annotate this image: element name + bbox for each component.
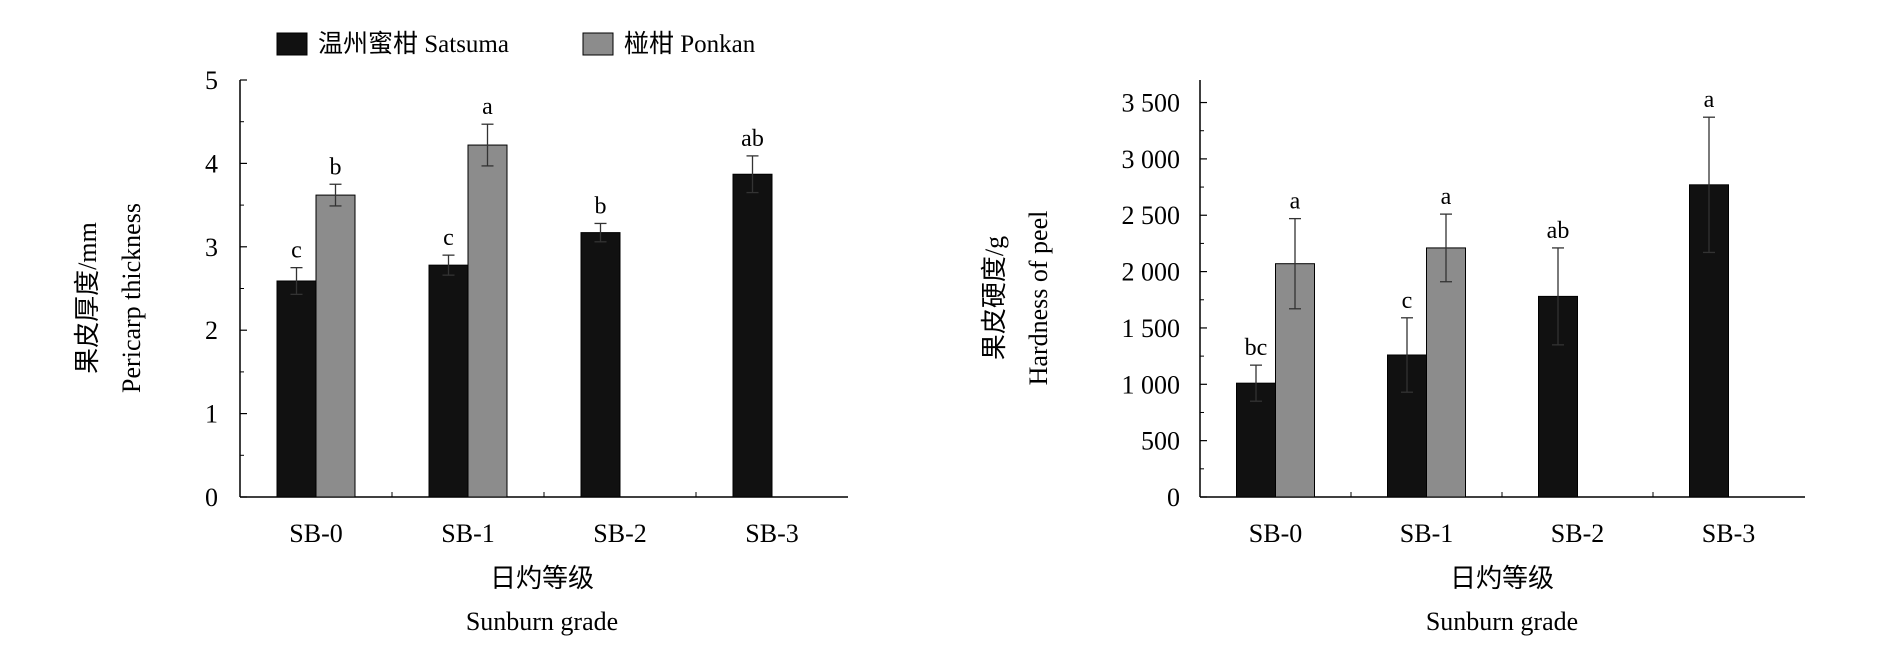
- plot-area: 0 1 2 3 4 5 SB-0 SB-1 SB-2 SB-3 c c b ab b a: [205, 66, 848, 548]
- y-axis-title-en: Pericarp thickness: [117, 203, 146, 393]
- y-tick-label: 3 000: [1122, 145, 1181, 174]
- significance-label: c: [443, 225, 454, 251]
- x-tick-label: SB-1: [441, 519, 494, 548]
- legend-label-ponkan: 椪柑 Ponkan: [624, 30, 756, 58]
- x-tick-label: SB-2: [1551, 519, 1604, 548]
- x-tick-label: SB-0: [1249, 519, 1302, 548]
- chart-pericarp-thickness: 0 1 2 3 4 5 SB-0 SB-1 SB-2 SB-3 c c b ab b a 果皮厚度/mm Pe…: [73, 66, 848, 636]
- significance-label: c: [1402, 288, 1413, 314]
- bar: [1426, 247, 1466, 498]
- x-tick-label: SB-0: [289, 519, 342, 548]
- y-axis-title-cn: 果皮硬度/g: [980, 236, 1009, 360]
- x-axis-title-en: Sunburn grade: [466, 607, 618, 636]
- chart-peel-hardness: 0 500 1 000 1 500 2 000 2 500 3 000 3 500 SB-0 SB…: [980, 80, 1805, 636]
- legend: 温州蜜柑 Satsuma 椪柑 Ponkan: [276, 30, 756, 58]
- legend-label-satsuma: 温州蜜柑 Satsuma: [318, 30, 509, 58]
- significance-label: b: [595, 193, 607, 219]
- x-axis-title-cn: 日灼等级: [1450, 564, 1554, 593]
- x-tick-label: SB-3: [1702, 519, 1755, 548]
- y-tick-label: 1 000: [1122, 370, 1181, 399]
- y-axis-title-cn: 果皮厚度/mm: [73, 222, 102, 374]
- bar: [467, 144, 508, 498]
- bar: [580, 232, 621, 498]
- y-tick-label: 0: [1167, 483, 1180, 512]
- y-tick-label: 3 500: [1122, 89, 1181, 118]
- legend-swatch-satsuma: [276, 32, 308, 56]
- significance-label: a: [1704, 87, 1715, 113]
- significance-label: c: [291, 238, 302, 264]
- x-tick-label: SB-1: [1400, 519, 1453, 548]
- x-axis-title-en: Sunburn grade: [1426, 607, 1578, 636]
- x-tick-label: SB-3: [745, 519, 798, 548]
- legend-swatch-ponkan: [582, 32, 614, 56]
- significance-label: bc: [1245, 335, 1268, 361]
- y-tick-label: 0: [205, 483, 218, 512]
- y-tick-label: 5: [205, 66, 218, 95]
- x-tick-label: SB-2: [593, 519, 646, 548]
- significance-label: b: [330, 154, 342, 180]
- bar: [428, 264, 469, 498]
- significance-label: ab: [741, 126, 764, 152]
- bar: [276, 280, 317, 498]
- bar: [1236, 382, 1276, 498]
- y-tick-label: 4: [205, 149, 218, 178]
- bar: [732, 173, 773, 498]
- y-tick-label: 1: [205, 400, 218, 429]
- y-tick-label: 1 500: [1122, 314, 1181, 343]
- y-tick-label: 500: [1141, 427, 1180, 456]
- significance-label: a: [482, 94, 493, 120]
- y-tick-label: 2 000: [1122, 258, 1181, 287]
- plot-area: 0 500 1 000 1 500 2 000 2 500 3 000 3 500 SB-0 SB…: [1122, 80, 1805, 548]
- y-axis-title-en: Hardness of peel: [1024, 211, 1053, 386]
- bar: [315, 194, 356, 498]
- significance-label: ab: [1547, 218, 1570, 244]
- significance-label: a: [1290, 189, 1301, 215]
- y-tick-label: 3: [205, 233, 218, 262]
- y-tick-label: 2 500: [1122, 201, 1181, 230]
- x-axis-title-cn: 日灼等级: [490, 564, 594, 593]
- y-tick-label: 2: [205, 316, 218, 345]
- significance-label: a: [1441, 184, 1452, 210]
